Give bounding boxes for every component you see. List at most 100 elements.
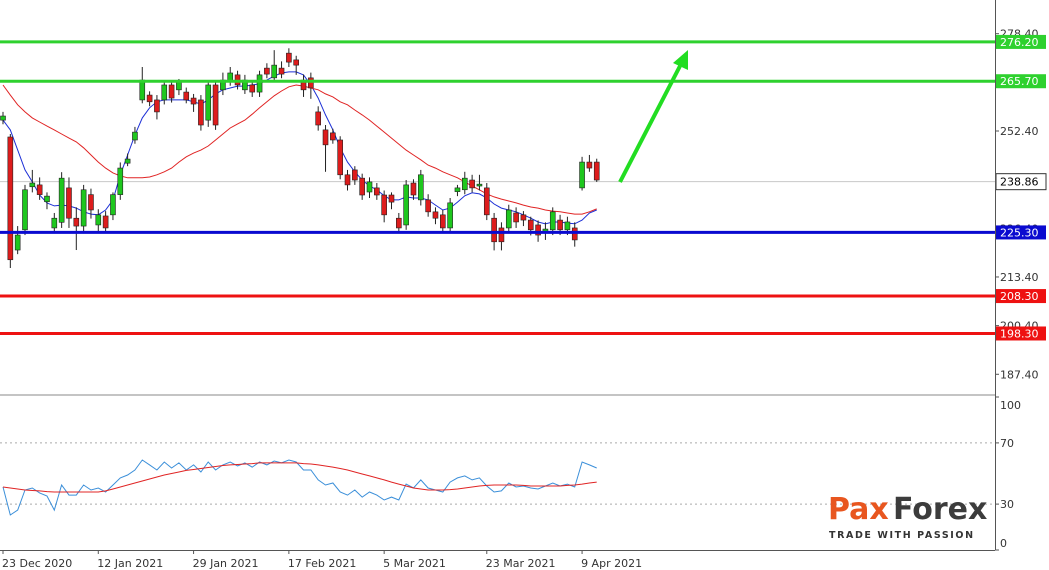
y-tick-label: 213.40 (1000, 271, 1039, 284)
candle-body (593, 161, 600, 181)
candle-body (432, 211, 439, 219)
candle-body (22, 189, 28, 231)
candle-body (271, 64, 278, 79)
candle-body (293, 59, 300, 66)
price-panel: 187.40200.40213.40226.40252.40278.40276.… (0, 28, 1047, 381)
candle-body (176, 81, 182, 91)
candle-body (483, 187, 490, 216)
logo-tagline: TRADE WITH PASSION (829, 530, 975, 541)
rsi-panel: 100 70 30 0 (0, 396, 1021, 551)
candle-body (190, 97, 197, 105)
candle-body (469, 179, 475, 189)
y-tick-label: 0 (1000, 537, 1007, 550)
candle-body (366, 181, 373, 193)
candle-body (498, 227, 505, 243)
level-label: 276.20 (1000, 36, 1039, 49)
candle-body (388, 194, 395, 203)
x-tick-label: 12 Jan 2021 (97, 557, 163, 570)
candle-body (139, 79, 146, 101)
candle-body (374, 187, 380, 196)
candle-body (117, 167, 124, 195)
moving-average (2, 71, 597, 225)
candle-body (44, 195, 50, 203)
level-label-box (996, 326, 1046, 341)
x-tick-label: 29 Jan 2021 (193, 557, 259, 570)
candle-body (527, 219, 534, 231)
candle-body (330, 132, 336, 141)
candle-body (308, 77, 314, 89)
logo-right: Forex (893, 492, 987, 527)
candle-body (278, 67, 285, 75)
candle-body (513, 212, 519, 223)
candle-body (535, 224, 541, 236)
candle-body (359, 177, 365, 196)
level-label: 208.30 (1000, 290, 1039, 303)
rsi-line (2, 459, 597, 516)
candle-body (66, 187, 72, 219)
candle-body (352, 169, 358, 181)
arrow-shaft (618, 65, 682, 183)
candle-body (579, 161, 585, 189)
candle-body (264, 67, 270, 75)
candle-body (410, 182, 417, 196)
level-label-box (996, 74, 1046, 89)
level-label: 198.30 (1000, 327, 1039, 340)
arrow-head (673, 50, 688, 70)
candle-body (95, 214, 102, 226)
candle-body (381, 194, 387, 216)
candle-body (183, 91, 190, 101)
candle-body (586, 161, 593, 169)
candle-body (425, 199, 431, 213)
candle-body (154, 99, 160, 113)
candle-body (439, 214, 446, 229)
candle-body (476, 183, 483, 187)
level-label: 265.70 (1000, 75, 1039, 88)
y-tick-label: 187.40 (1000, 368, 1039, 381)
candle-body (256, 74, 263, 93)
rsi-line (2, 462, 597, 493)
candle-body (505, 209, 512, 229)
candle-body (322, 129, 329, 146)
logo: Pax Forex TRADE WITH PASSION (828, 492, 987, 541)
candle-body (14, 234, 21, 251)
candle-body (73, 217, 80, 227)
candle-body (80, 189, 87, 227)
candle-body (286, 52, 292, 63)
x-tick-label: 9 Apr 2021 (581, 557, 642, 570)
x-tick-label: 17 Feb 2021 (288, 557, 356, 570)
x-tick-label: 23 Dec 2020 (2, 557, 72, 570)
trend-arrow (618, 50, 688, 183)
candle-body (491, 217, 497, 243)
candle-body (549, 211, 556, 231)
candle-body (198, 99, 204, 126)
candle-body (146, 94, 153, 103)
candle-body (403, 184, 409, 226)
level-label-box (996, 289, 1046, 304)
candle-body (168, 84, 175, 99)
last-price-label: 238.86 (1000, 176, 1039, 189)
moving-average (2, 84, 597, 215)
candle-body (205, 84, 212, 121)
candle-body (249, 84, 256, 93)
candle-body (7, 136, 14, 261)
y-tick-label: 30 (1000, 498, 1014, 511)
logo-left: Pax (828, 492, 889, 527)
candle-body (337, 139, 343, 176)
candle-body (132, 131, 138, 141)
candle-body (212, 84, 219, 126)
y-tick-label: 252.40 (1000, 125, 1039, 138)
candle-body (29, 182, 36, 188)
candle-body (564, 221, 571, 231)
candle-body (520, 214, 527, 221)
candle-body (51, 217, 58, 229)
level-label-box (996, 225, 1046, 240)
y-tick-label: 70 (1000, 437, 1014, 450)
candle-body (110, 194, 116, 216)
candle-body (161, 84, 168, 101)
candle-body (102, 215, 109, 229)
x-tick-label: 23 Mar 2021 (486, 557, 556, 570)
level-label: 225.30 (1000, 226, 1039, 239)
candle-body (344, 174, 351, 186)
